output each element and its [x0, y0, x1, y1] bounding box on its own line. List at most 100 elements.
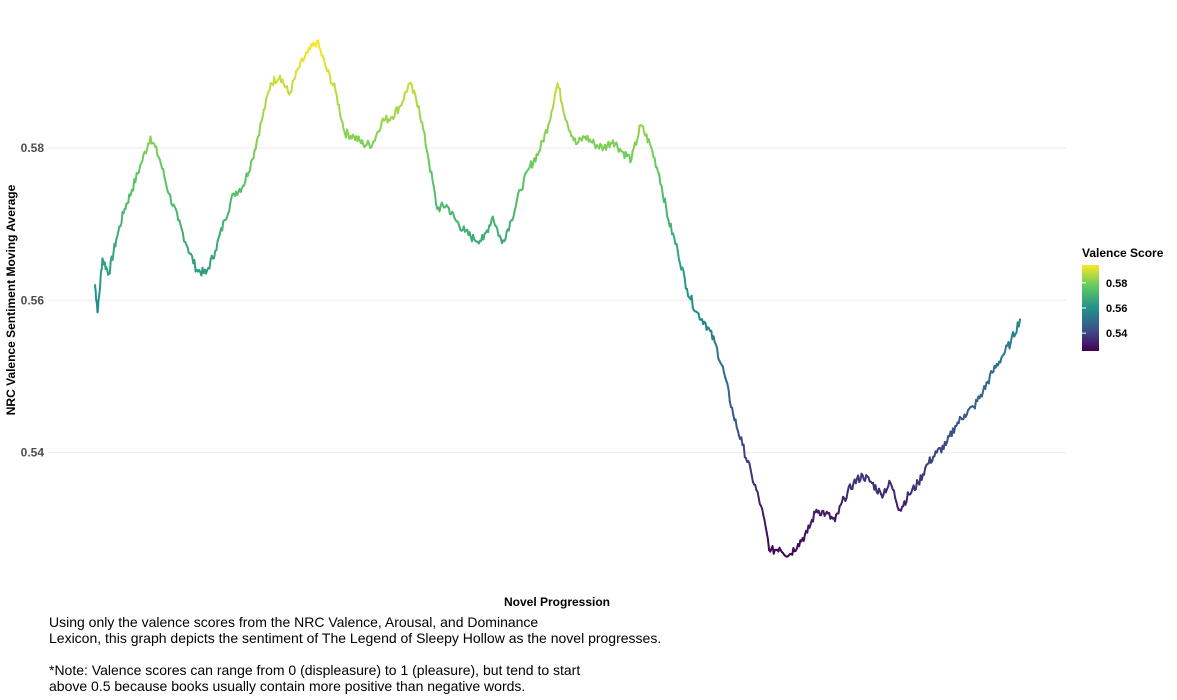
line-segment [561, 102, 565, 112]
line-segment [396, 106, 401, 115]
line-segment [892, 489, 897, 499]
line-segment [727, 388, 731, 403]
legend-colorbar [1082, 265, 1099, 351]
line-segment [393, 108, 397, 118]
legend-label: 0.54 [1106, 328, 1128, 340]
line-segment [504, 230, 508, 241]
line-segment [664, 197, 668, 209]
y-tick-label: 0.58 [21, 141, 45, 155]
line-segment [252, 149, 256, 160]
line-segment [427, 154, 431, 165]
line-segment [658, 173, 662, 186]
line-segment [261, 108, 265, 118]
y-axis-ticks: 0.54 0.56 0.58 [21, 141, 45, 460]
line-segment [516, 192, 520, 201]
legend-label: 0.58 [1106, 278, 1127, 290]
line-segment [268, 82, 272, 92]
line-segment [721, 365, 725, 374]
line-segment [229, 196, 233, 205]
line-segment [114, 238, 118, 248]
line-segment [551, 100, 556, 110]
line-segment [341, 121, 345, 131]
line-segment [337, 103, 342, 116]
line-segment [542, 132, 546, 143]
line-segment [137, 164, 142, 174]
line-segment [433, 192, 438, 206]
line-segment [290, 80, 294, 93]
line-segment [1017, 318, 1021, 328]
line-segment [521, 177, 525, 190]
line-segment [162, 168, 166, 178]
line-segment [258, 122, 262, 137]
caption-text: Using only the valence scores from the N… [49, 614, 662, 646]
line-segment [734, 418, 738, 429]
line-segment [120, 211, 124, 225]
line-segment [761, 507, 765, 517]
line-segment [731, 406, 735, 416]
line-segment [923, 467, 927, 476]
line-segment [757, 496, 761, 505]
line-segment [716, 346, 720, 360]
line-segment [669, 222, 673, 236]
legend-label: 0.56 [1106, 303, 1127, 315]
x-axis-title: Novel Progression [504, 595, 610, 609]
valence-line-chart: 0.54 0.56 0.58 NRC Valence Sentiment Movin… [4, 39, 1164, 609]
line-segment [421, 121, 425, 132]
line-segment [221, 220, 225, 232]
line-segment [1008, 341, 1012, 350]
line-segment [740, 436, 744, 446]
line-segment [673, 237, 677, 246]
line-segment [1003, 344, 1008, 353]
line-segment [418, 113, 423, 123]
line-segment [683, 276, 687, 290]
line-segment [675, 242, 679, 252]
line-segment [726, 383, 730, 391]
line-segment [742, 443, 746, 459]
chart-caption: Using only the valence scores from the N… [49, 614, 749, 694]
line-segment [322, 57, 327, 66]
line-segment [333, 82, 337, 92]
line-segment [248, 160, 253, 172]
line-segment [228, 202, 232, 213]
gridlines [48, 147, 1066, 454]
line-segment [549, 109, 553, 120]
line-segment [514, 198, 519, 207]
line-segment [837, 505, 841, 515]
line-segment [428, 162, 432, 174]
line-segment [987, 373, 991, 385]
line-segment [812, 510, 816, 523]
line-segment [193, 258, 197, 273]
line-segment [181, 232, 186, 243]
line-segment [642, 125, 646, 135]
line-segment [766, 538, 771, 552]
line-segment [149, 135, 153, 145]
legend-labels: 0.54 0.56 0.58 [1082, 278, 1128, 340]
line-segment [534, 153, 538, 163]
line-segment [834, 513, 838, 523]
line-segment [176, 212, 180, 222]
line-segment [690, 294, 694, 309]
line-segment [417, 105, 421, 116]
line-segment [750, 474, 754, 483]
line-segment [99, 274, 102, 289]
line-segment [749, 468, 753, 477]
line-segment [328, 73, 332, 85]
line-segment [558, 87, 562, 103]
line-segment [208, 258, 212, 270]
line-segment [430, 170, 434, 183]
line-segment [263, 97, 268, 110]
line-segment [637, 124, 641, 136]
line-segment [335, 93, 339, 106]
y-tick-label: 0.54 [21, 446, 45, 460]
line-segment [763, 519, 767, 528]
line-segment [676, 249, 680, 261]
line-segment [651, 149, 655, 158]
line-segment [539, 140, 543, 152]
line-segment [96, 300, 100, 313]
line-segment [984, 381, 988, 390]
line-segment [294, 69, 298, 79]
line-segment [697, 312, 701, 321]
line-segment [141, 153, 145, 162]
line-segment [665, 206, 669, 218]
line-segment [111, 251, 115, 261]
